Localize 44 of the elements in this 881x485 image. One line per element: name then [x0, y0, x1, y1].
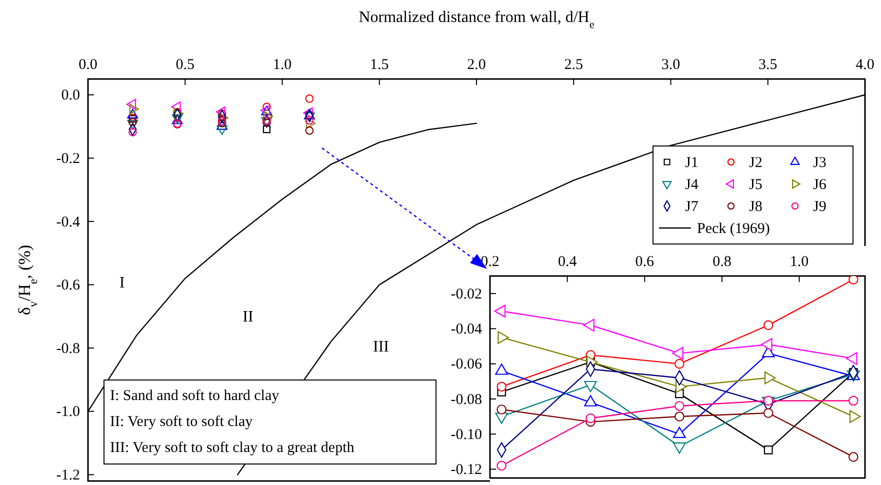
x-tick-label: 4.0 [856, 57, 874, 73]
legend-label: J5 [749, 177, 762, 193]
x-tick-label: 2.5 [564, 57, 583, 73]
y-tick-label: 0.0 [61, 88, 80, 104]
x-tick-label: 1.0 [272, 57, 292, 73]
x-tick-label: 3.5 [758, 57, 778, 73]
x-tick-label: 0.6 [635, 254, 655, 270]
annotation: II [242, 308, 254, 326]
x-axis-title: Normalized distance from wall, d/H$_{e}$ [358, 9, 594, 31]
x-tick-label: 0.5 [176, 57, 194, 73]
annotation: I: Sand and soft to hard clay [110, 388, 280, 404]
y-tick-label: -0.8 [56, 340, 80, 357]
legend-label: J1 [685, 155, 698, 171]
y-tick-label: -0.08 [450, 392, 482, 408]
legend-label: J8 [749, 199, 762, 215]
y-tick-label: -0.2 [56, 150, 80, 167]
x-tick-label: 2.0 [467, 57, 486, 73]
legend-label: J2 [749, 155, 762, 171]
y-tick-label: -0.06 [450, 356, 482, 373]
y-tick-label: -0.02 [450, 286, 482, 302]
x-tick-label: 0.8 [712, 254, 732, 270]
legend-label: J4 [685, 177, 699, 193]
x-tick-label: 1.0 [790, 254, 809, 270]
annotation: III: Very soft to soft clay to a great depth [110, 440, 355, 456]
legend-label: J9 [813, 199, 826, 215]
x-tick-label: 1.5 [370, 57, 389, 73]
y-tick-label: -1.2 [56, 467, 80, 484]
y-tick-label: -1.0 [56, 404, 80, 420]
x-tick-label: 0.0 [78, 57, 98, 73]
y-tick-label: -0.4 [56, 214, 80, 230]
y-tick-label: -0.6 [56, 278, 80, 294]
x-tick-label: 3.0 [661, 57, 680, 73]
legend-label: Peck (1969) [697, 221, 770, 237]
legend-label: J6 [813, 177, 827, 193]
annotation: III [373, 338, 389, 356]
note-box: I: Sand and soft to hard clay II: Very soft to soft clay III: Very soft to soft clay to a great depth [104, 380, 436, 464]
legend-label: J3 [813, 155, 826, 171]
y-tick-label: -0.04 [450, 321, 482, 338]
y-tick-label: -0.10 [450, 426, 482, 443]
annotation: II: Very soft to soft clay [110, 414, 254, 430]
y-tick-label: -0.12 [450, 462, 482, 478]
legend-label: J7 [685, 199, 699, 215]
annotation: I [119, 274, 125, 292]
x-tick-label: 0.4 [558, 254, 578, 270]
